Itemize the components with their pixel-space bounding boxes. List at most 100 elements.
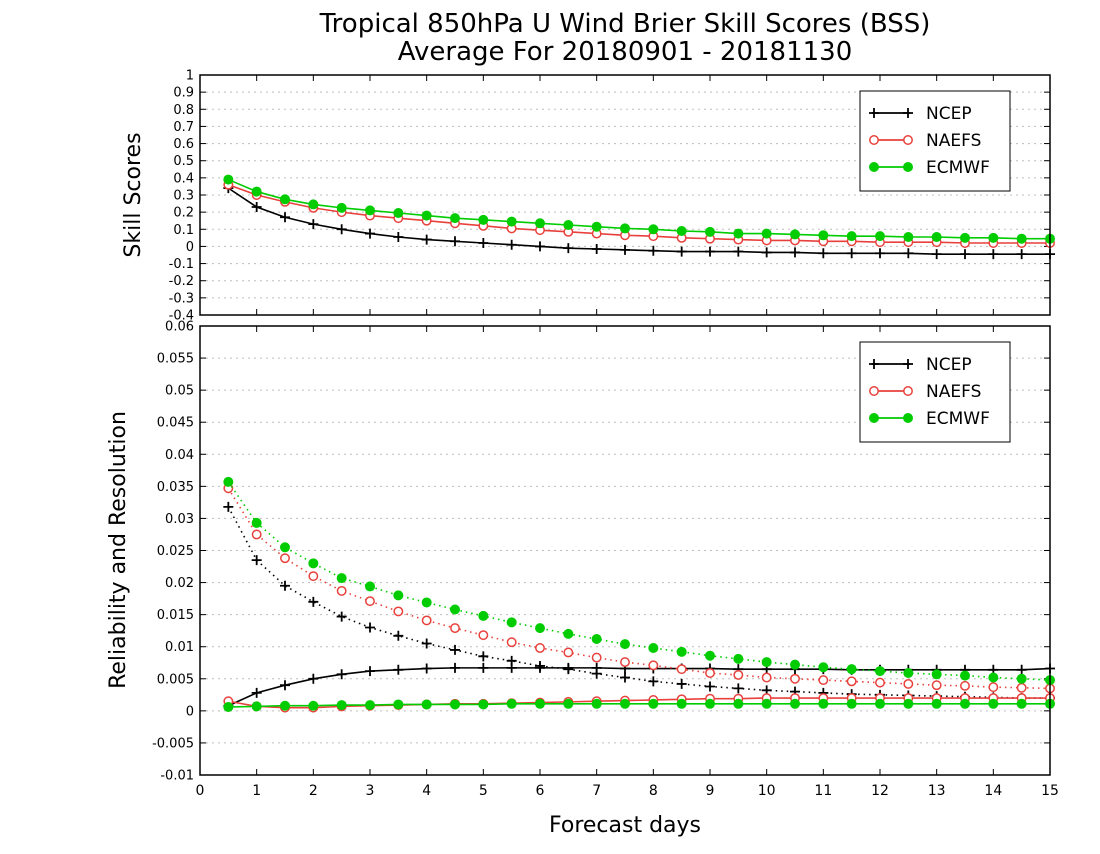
data-point — [563, 220, 574, 230]
data-point — [336, 585, 347, 596]
data-point — [761, 657, 772, 668]
legend-box — [859, 90, 1011, 192]
data-point — [846, 248, 857, 259]
data-point — [336, 224, 347, 235]
data-point — [733, 669, 744, 680]
data-point — [308, 199, 319, 210]
plot-frame — [199, 74, 1051, 316]
plot-frame — [199, 325, 1051, 776]
data-point — [591, 698, 602, 709]
bottom-panel: 0.060.0550.050.0450.040.0350.030.0250.02… — [152, 320, 1059, 800]
data-point — [280, 700, 290, 711]
data-point — [931, 698, 942, 709]
x-tick-label: 13 — [928, 783, 946, 799]
y-tick-label: 0.4 — [173, 171, 194, 186]
data-point — [506, 637, 517, 648]
y-tick-label: 0.015 — [157, 608, 194, 623]
x-tick-label: 12 — [871, 783, 889, 799]
data-point — [280, 680, 290, 691]
chart-subtitle: Average For 20180901 - 20181130 — [398, 37, 853, 67]
y-tick-label: -0.4 — [169, 309, 194, 324]
data-point — [591, 662, 602, 673]
y-tick-label: -0.2 — [169, 274, 194, 289]
data-point — [450, 644, 460, 655]
data-point — [620, 244, 630, 255]
legend-entry-ecmwf: ECMWF — [869, 158, 990, 178]
data-point — [563, 243, 574, 254]
legend-entry-ncep: NCEP — [869, 104, 972, 124]
data-point — [960, 680, 970, 691]
series-line — [228, 183, 1050, 244]
top-panel: 1 0.9 0.8 0.7 0.6 0.5 0.4 0.3 0.2 0.1 0 -0.1 -0.2 -0.… — [169, 69, 1055, 324]
data-point — [563, 647, 574, 658]
data-point — [506, 216, 517, 227]
y-tick-label: 0.04 — [165, 448, 194, 463]
y-tick-label: 0.035 — [157, 480, 194, 495]
data-point — [280, 553, 290, 564]
y-tick-label: 0.02 — [165, 576, 194, 591]
data-point — [903, 668, 914, 679]
data-point — [280, 194, 290, 205]
y-tick-label: 0.3 — [173, 189, 194, 204]
data-point — [450, 662, 460, 673]
data-point — [308, 596, 319, 607]
data-point — [308, 558, 319, 569]
data-point — [818, 675, 829, 686]
data-point — [336, 202, 347, 213]
data-point — [365, 581, 375, 592]
data-point — [421, 615, 432, 626]
data-point — [875, 666, 885, 677]
data-point — [393, 590, 404, 601]
data-point — [676, 698, 687, 709]
legend: NCEP NAEFS ECMWF — [859, 90, 1011, 192]
x-tick-label: 14 — [984, 783, 1002, 799]
legend-marker — [869, 135, 879, 145]
data-point — [846, 231, 857, 242]
data-point — [421, 210, 432, 221]
data-point — [591, 634, 602, 645]
data-point — [450, 236, 460, 247]
legend-entry-naefs: NAEFS — [869, 382, 981, 402]
data-point — [931, 669, 942, 680]
bottom-panel-y-axis-label: Reliability and Resolution — [106, 411, 131, 689]
data-point — [705, 650, 715, 661]
data-point — [251, 529, 262, 540]
data-point — [875, 698, 885, 709]
data-point — [421, 699, 432, 710]
data-point — [648, 245, 659, 256]
y-tick-label: 0.8 — [173, 103, 194, 118]
y-tick-label: -0.3 — [169, 291, 194, 306]
data-point — [308, 673, 319, 684]
data-point — [450, 604, 460, 615]
data-point — [421, 234, 432, 245]
data-point — [421, 597, 432, 608]
data-point — [733, 683, 744, 694]
data-point — [365, 666, 375, 677]
data-point — [648, 676, 659, 687]
data-point — [818, 662, 829, 673]
y-tick-label: 0.06 — [165, 320, 194, 335]
data-point — [1016, 664, 1027, 675]
data-point — [676, 226, 687, 236]
legend-label: ECMWF — [926, 409, 990, 429]
data-point — [478, 214, 489, 225]
data-point — [251, 701, 262, 712]
data-point — [761, 698, 772, 709]
data-point — [931, 232, 942, 242]
data-point — [336, 700, 347, 711]
data-point — [903, 248, 914, 259]
data-point — [1016, 673, 1027, 684]
y-tick-label: 0.5 — [173, 154, 194, 169]
data-point — [393, 664, 404, 675]
series-line — [227, 506, 1050, 699]
data-point — [308, 219, 319, 230]
data-point — [535, 643, 545, 653]
data-point — [903, 678, 914, 689]
data-point — [705, 246, 715, 257]
data-point — [478, 630, 489, 641]
data-point — [875, 248, 885, 259]
data-point — [308, 700, 319, 711]
data-point — [1016, 249, 1027, 260]
data-point — [960, 232, 970, 243]
